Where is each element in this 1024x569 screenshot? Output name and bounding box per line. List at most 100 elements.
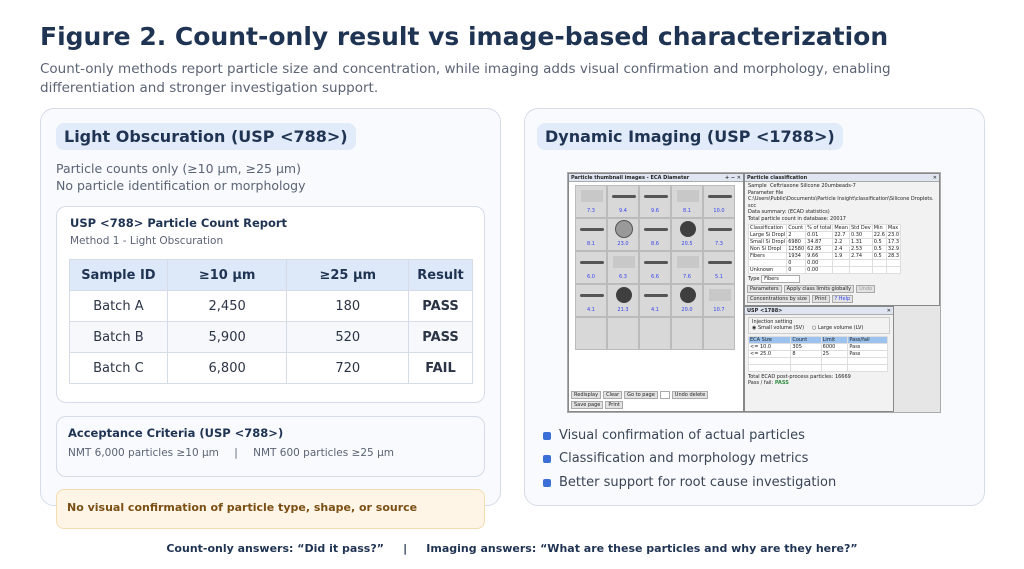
thumbnail-size-label: 9.6 xyxy=(651,207,659,214)
passfail-value: PASS xyxy=(774,380,789,386)
thumbnail-cell[interactable]: 4.1 xyxy=(575,284,607,317)
thumbnail-cell[interactable]: 6.0 xyxy=(575,251,607,284)
concentrations-button[interactable]: Concentrations by size xyxy=(747,294,810,303)
close-icon[interactable]: ✕ xyxy=(886,307,891,314)
help-button[interactable]: ? Help xyxy=(831,294,854,303)
mini-row[interactable]: Small Si Dropl 6980 34.87 2.2 1.31 0.5 17.3 xyxy=(747,238,902,246)
undo-delete-button[interactable]: Undo delete xyxy=(671,391,709,399)
mini-row[interactable]: <= 10.0 305 6000 Pass xyxy=(747,342,888,351)
thumbnail-cell[interactable]: 4.1 xyxy=(639,284,671,317)
acceptance-criteria: Acceptance Criteria (USP <788>) NMT 6,00… xyxy=(56,416,485,477)
mini-cell xyxy=(747,363,792,372)
small-volume-option[interactable]: ◉ Small volume (SV) xyxy=(752,325,805,331)
thumbnail-size-label: 6.3 xyxy=(619,273,627,280)
thumbnail-cell[interactable] xyxy=(607,317,639,350)
thumbnail-size-label: 4.1 xyxy=(587,306,595,313)
thumbnail-cell[interactable]: 8.1 xyxy=(575,218,607,251)
mini-row[interactable]: 0 0.00 xyxy=(747,259,902,267)
particle-image xyxy=(580,228,604,231)
large-volume-option[interactable]: ○ Large volume (LV) xyxy=(812,325,864,331)
print-button[interactable]: Print xyxy=(605,401,623,409)
bullet-text: Visual confirmation of actual particles xyxy=(559,428,805,443)
caption-right: Imaging answers: “What are these particl… xyxy=(426,542,858,555)
save-page-button[interactable]: Save page xyxy=(571,401,604,409)
thumbnail-cell[interactable]: 9.4 xyxy=(607,185,639,218)
thumbnail-cell[interactable]: 20.0 xyxy=(671,284,703,317)
thumbnail-cell[interactable]: 6.3 xyxy=(607,251,639,284)
mini-header: Max xyxy=(885,224,902,232)
small-volume-radio[interactable]: Small volume (SV) xyxy=(757,325,805,331)
col-ge10: ≥10 µm xyxy=(166,259,288,291)
usp-window-title: USP <1788> ✕ xyxy=(745,306,893,315)
particle-image xyxy=(708,228,732,231)
thumbnail-cell[interactable]: 7.6 xyxy=(671,251,703,284)
param-value: C:\Users\Public\Documents\Particle Insig… xyxy=(748,196,934,209)
result-badge: PASS xyxy=(408,321,473,353)
thumbnail-cell[interactable] xyxy=(575,317,607,350)
count-ge10: 5,900 xyxy=(166,321,288,353)
mini-cell xyxy=(848,266,873,274)
mini-cell: 28.3 xyxy=(885,252,902,260)
thumbnail-cell[interactable]: 7.3 xyxy=(575,185,607,218)
thumbnail-cell[interactable]: 9.6 xyxy=(639,185,671,218)
redisplay-button[interactable]: Redisplay xyxy=(571,391,602,399)
close-icon[interactable]: ✕ xyxy=(932,175,937,181)
mini-row[interactable]: Non Si Dropl 12580 62.85 2.4 2.53 0.5 32.9 xyxy=(747,245,902,253)
mini-cell xyxy=(747,356,792,365)
classification-title-text: Particle classification xyxy=(747,175,808,181)
mini-cell: 32.9 xyxy=(885,245,902,253)
mini-cell: 1934 xyxy=(786,252,807,260)
mini-cell: 9.66 xyxy=(805,252,834,260)
injection-setting: Injection setting ◉ Small volume (SV) ○ … xyxy=(748,316,890,334)
thumbnail-cell[interactable]: 10.0 xyxy=(703,185,735,218)
mini-cell: 0.00 xyxy=(805,266,834,274)
param-label: Parameter file xyxy=(748,189,784,196)
parameters-button[interactable]: Parameters xyxy=(747,284,782,293)
thumbnail-size-label: 8.1 xyxy=(587,240,595,247)
thumbnail-cell[interactable]: 20.5 xyxy=(671,218,703,251)
apply-class-limits-button[interactable]: Apply class limits globally xyxy=(783,284,855,293)
thumbnail-window: Particle thumbnail images - ECA Diameter… xyxy=(568,173,744,412)
criteria-item-10um: NMT 6,000 particles ≥10 µm xyxy=(68,447,219,459)
thumbnail-cell[interactable]: 5.1 xyxy=(703,251,735,284)
criteria-item-25um: NMT 600 particles ≥25 µm xyxy=(253,447,394,459)
type-select[interactable]: Fibers xyxy=(761,275,800,283)
mini-cell xyxy=(885,266,902,274)
page-input[interactable] xyxy=(659,391,670,399)
mini-cell: 8 xyxy=(790,349,822,358)
mini-cell: 0.01 xyxy=(805,231,834,239)
print-button[interactable]: Print xyxy=(811,294,830,303)
thumbnail-cell[interactable] xyxy=(639,317,671,350)
particle-image xyxy=(580,261,604,264)
undo-button[interactable]: Undo xyxy=(856,284,876,293)
mini-cell: 2.53 xyxy=(848,245,873,253)
mini-row[interactable]: Unknown 0 0.00 xyxy=(747,266,902,274)
mini-row[interactable]: Large Si Dropl 2 0.01 22.7 0.30 22.6 23.0 xyxy=(747,231,902,239)
thumbnail-cell[interactable]: 8.1 xyxy=(671,185,703,218)
particle-count-report: USP <788> Particle Count Report Method 1… xyxy=(56,206,485,403)
thumbnail-cell[interactable]: 6.6 xyxy=(639,251,671,284)
thumbnail-cell[interactable]: 7.3 xyxy=(703,218,735,251)
thumbnail-cell[interactable]: 21.3 xyxy=(607,284,639,317)
particle-image xyxy=(644,261,668,264)
classification-table: Classification Count% of total Mean Std Dev… xyxy=(747,224,902,274)
thumbnail-cell[interactable] xyxy=(671,317,703,350)
mini-row[interactable]: <= 25.0 8 25 Pass xyxy=(747,349,888,358)
thumbnail-cell[interactable]: 10.7 xyxy=(703,284,735,317)
clear-button[interactable]: Clear xyxy=(603,391,623,399)
mini-cell: 0.5 xyxy=(871,245,887,253)
particle-image xyxy=(680,221,696,237)
mini-cell: 0.5 xyxy=(871,252,887,260)
thumbnail-cell[interactable]: 8.6 xyxy=(639,218,671,251)
go-to-page-button[interactable]: Go to page xyxy=(624,391,658,399)
thumbnail-cell[interactable]: 23.0 xyxy=(607,218,639,251)
large-volume-radio[interactable]: Large volume (LV) xyxy=(818,325,864,331)
window-controls-icon[interactable]: + − ✕ xyxy=(724,175,741,181)
thumbnail-cell[interactable] xyxy=(703,317,735,350)
mini-header: Mean xyxy=(832,224,850,232)
thumbnail-size-label: 10.0 xyxy=(713,207,725,214)
mini-cell xyxy=(747,259,788,267)
bullet-text: Better support for root cause investigat… xyxy=(559,475,837,490)
mini-row[interactable]: Fibers 1934 9.66 1.9 2.74 0.5 28.3 xyxy=(747,252,902,260)
bullet-visual-confirmation: Visual confirmation of actual particles xyxy=(543,428,805,443)
